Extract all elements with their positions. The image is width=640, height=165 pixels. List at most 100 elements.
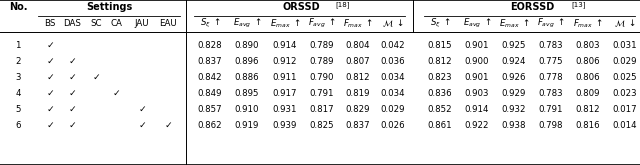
Text: 0.836: 0.836 (428, 89, 452, 98)
Text: $E_{max}$ $\uparrow$: $E_{max}$ $\uparrow$ (499, 17, 529, 30)
Text: 0.025: 0.025 (612, 73, 637, 82)
Text: 1: 1 (15, 41, 20, 50)
Text: 0.789: 0.789 (310, 57, 334, 66)
Text: 0.791: 0.791 (310, 89, 334, 98)
Text: 0.790: 0.790 (310, 73, 334, 82)
Text: 3: 3 (15, 73, 20, 82)
Text: 0.036: 0.036 (381, 57, 405, 66)
Text: $F_{avg}$ $\uparrow$: $F_{avg}$ $\uparrow$ (308, 17, 336, 30)
Text: BS: BS (44, 19, 56, 28)
Text: 0.029: 0.029 (612, 57, 637, 66)
Text: No.: No. (9, 2, 28, 12)
Text: 0.031: 0.031 (612, 41, 637, 50)
Text: 0.034: 0.034 (381, 89, 405, 98)
Text: $S_\xi$ $\uparrow$: $S_\xi$ $\uparrow$ (200, 17, 221, 30)
Text: $F_{avg}$ $\uparrow$: $F_{avg}$ $\uparrow$ (537, 17, 565, 30)
Text: ✓: ✓ (46, 57, 54, 66)
Text: 0.924: 0.924 (502, 57, 526, 66)
Text: 0.922: 0.922 (465, 121, 489, 130)
Text: 0.023: 0.023 (612, 89, 637, 98)
Text: ✓: ✓ (138, 105, 146, 114)
Text: ORSSD: ORSSD (283, 2, 320, 12)
Text: JAU: JAU (134, 19, 149, 28)
Text: 0.925: 0.925 (502, 41, 526, 50)
Text: 0.896: 0.896 (235, 57, 259, 66)
Text: 0.825: 0.825 (310, 121, 334, 130)
Text: ✓: ✓ (68, 89, 76, 98)
Text: 0.778: 0.778 (539, 73, 563, 82)
Text: $E_{avg}$ $\uparrow$: $E_{avg}$ $\uparrow$ (233, 17, 261, 30)
Text: ✓: ✓ (138, 121, 146, 130)
Text: 0.862: 0.862 (198, 121, 222, 130)
Text: 0.914: 0.914 (465, 105, 489, 114)
Text: [18]: [18] (336, 2, 350, 8)
Text: [13]: [13] (572, 2, 586, 8)
Text: 0.803: 0.803 (576, 41, 600, 50)
Text: 5: 5 (15, 105, 20, 114)
Text: 0.017: 0.017 (612, 105, 637, 114)
Text: 0.809: 0.809 (576, 89, 600, 98)
Text: 0.812: 0.812 (346, 73, 371, 82)
Text: 0.042: 0.042 (381, 41, 405, 50)
Text: 0.806: 0.806 (576, 57, 600, 66)
Text: 0.828: 0.828 (198, 41, 222, 50)
Text: 0.917: 0.917 (273, 89, 297, 98)
Text: EAU: EAU (159, 19, 177, 28)
Text: 0.791: 0.791 (539, 105, 563, 114)
Text: ✓: ✓ (46, 73, 54, 82)
Text: 0.895: 0.895 (235, 89, 259, 98)
Text: 0.812: 0.812 (428, 57, 452, 66)
Text: 0.789: 0.789 (310, 41, 334, 50)
Text: Settings: Settings (86, 2, 132, 12)
Text: 0.807: 0.807 (346, 57, 371, 66)
Text: 0.890: 0.890 (235, 41, 259, 50)
Text: 0.931: 0.931 (273, 105, 297, 114)
Text: 0.903: 0.903 (465, 89, 489, 98)
Text: 0.783: 0.783 (539, 89, 563, 98)
Text: 0.026: 0.026 (381, 121, 405, 130)
Text: $S_\xi$ $\uparrow$: $S_\xi$ $\uparrow$ (429, 17, 451, 30)
Text: 0.912: 0.912 (273, 57, 297, 66)
Text: 0.938: 0.938 (502, 121, 526, 130)
Text: 2: 2 (15, 57, 20, 66)
Text: 0.034: 0.034 (381, 73, 405, 82)
Text: $F_{max}$ $\uparrow$: $F_{max}$ $\uparrow$ (343, 17, 373, 30)
Text: 0.842: 0.842 (198, 73, 222, 82)
Text: 0.857: 0.857 (198, 105, 222, 114)
Text: 0.911: 0.911 (273, 73, 297, 82)
Text: 0.815: 0.815 (428, 41, 452, 50)
Text: 4: 4 (15, 89, 20, 98)
Text: 0.932: 0.932 (502, 105, 526, 114)
Text: 0.798: 0.798 (539, 121, 563, 130)
Text: $\mathcal{M}$ $\downarrow$: $\mathcal{M}$ $\downarrow$ (614, 18, 636, 29)
Text: ✓: ✓ (46, 105, 54, 114)
Text: SC: SC (90, 19, 102, 28)
Text: $E_{max}$ $\uparrow$: $E_{max}$ $\uparrow$ (269, 17, 300, 30)
Text: ✓: ✓ (164, 121, 172, 130)
Text: 0.900: 0.900 (465, 57, 489, 66)
Text: ✓: ✓ (46, 89, 54, 98)
Text: ✓: ✓ (46, 121, 54, 130)
Text: 0.901: 0.901 (465, 41, 489, 50)
Text: 0.806: 0.806 (576, 73, 600, 82)
Text: 0.812: 0.812 (576, 105, 600, 114)
Text: 0.804: 0.804 (346, 41, 371, 50)
Text: 0.861: 0.861 (428, 121, 452, 130)
Text: 0.829: 0.829 (346, 105, 371, 114)
Text: 0.783: 0.783 (539, 41, 563, 50)
Text: 0.929: 0.929 (502, 89, 526, 98)
Text: ✓: ✓ (92, 73, 100, 82)
Text: 0.901: 0.901 (465, 73, 489, 82)
Text: EORSSD: EORSSD (510, 2, 555, 12)
Text: 0.910: 0.910 (235, 105, 259, 114)
Text: DAS: DAS (63, 19, 81, 28)
Text: ✓: ✓ (68, 73, 76, 82)
Text: 0.919: 0.919 (235, 121, 259, 130)
Text: 0.775: 0.775 (539, 57, 563, 66)
Text: ✓: ✓ (112, 89, 120, 98)
Text: ✓: ✓ (68, 57, 76, 66)
Text: 0.926: 0.926 (502, 73, 526, 82)
Text: 0.823: 0.823 (428, 73, 452, 82)
Text: 0.029: 0.029 (381, 105, 405, 114)
Text: ✓: ✓ (68, 105, 76, 114)
